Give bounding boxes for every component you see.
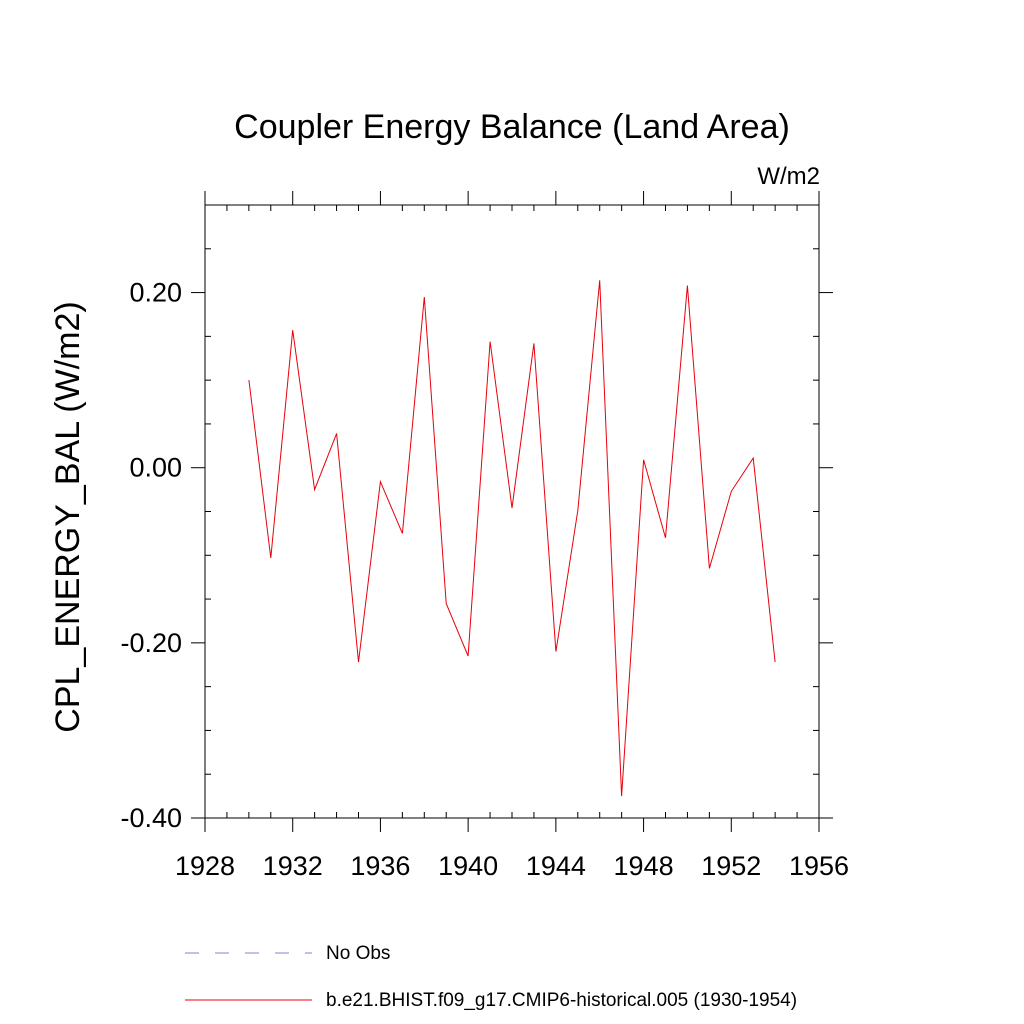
y-tick-label: -0.40	[120, 803, 182, 833]
series-line	[248, 280, 776, 797]
x-tick-label: 1932	[263, 851, 323, 881]
chart-title: Coupler Energy Balance (Land Area)	[234, 108, 790, 146]
y-axis-label: CPL_ENERGY_BAL (W/m2)	[49, 301, 87, 732]
x-tick-label: 1952	[701, 851, 761, 881]
y-tick-labels: -0.40 -0.20 0.00 0.20	[120, 278, 182, 833]
legend: No Obs b.e21.BHIST.f09_g17.CMIP6-histori…	[185, 943, 797, 1011]
x-tick-label: 1956	[789, 851, 849, 881]
x-tick-label: 1928	[175, 851, 235, 881]
y-tick-label: -0.20	[120, 628, 182, 658]
series-group	[248, 280, 776, 797]
legend-label-model: b.e21.BHIST.f09_g17.CMIP6-historical.005…	[326, 990, 797, 1011]
x-tick-label: 1940	[438, 851, 498, 881]
units-label: W/m2	[757, 163, 820, 190]
plot-frame	[204, 204, 820, 819]
x-tick-label: 1936	[350, 851, 410, 881]
x-tick-labels: 1928 1932 1936 1940 1944 1948 1952 1956	[175, 851, 849, 881]
axis-ticks	[191, 191, 833, 832]
y-tick-label: 0.00	[129, 453, 182, 483]
legend-label-no-obs: No Obs	[326, 943, 390, 964]
x-tick-label: 1944	[526, 851, 586, 881]
y-tick-label: 0.20	[129, 278, 182, 308]
x-tick-label: 1948	[614, 851, 674, 881]
